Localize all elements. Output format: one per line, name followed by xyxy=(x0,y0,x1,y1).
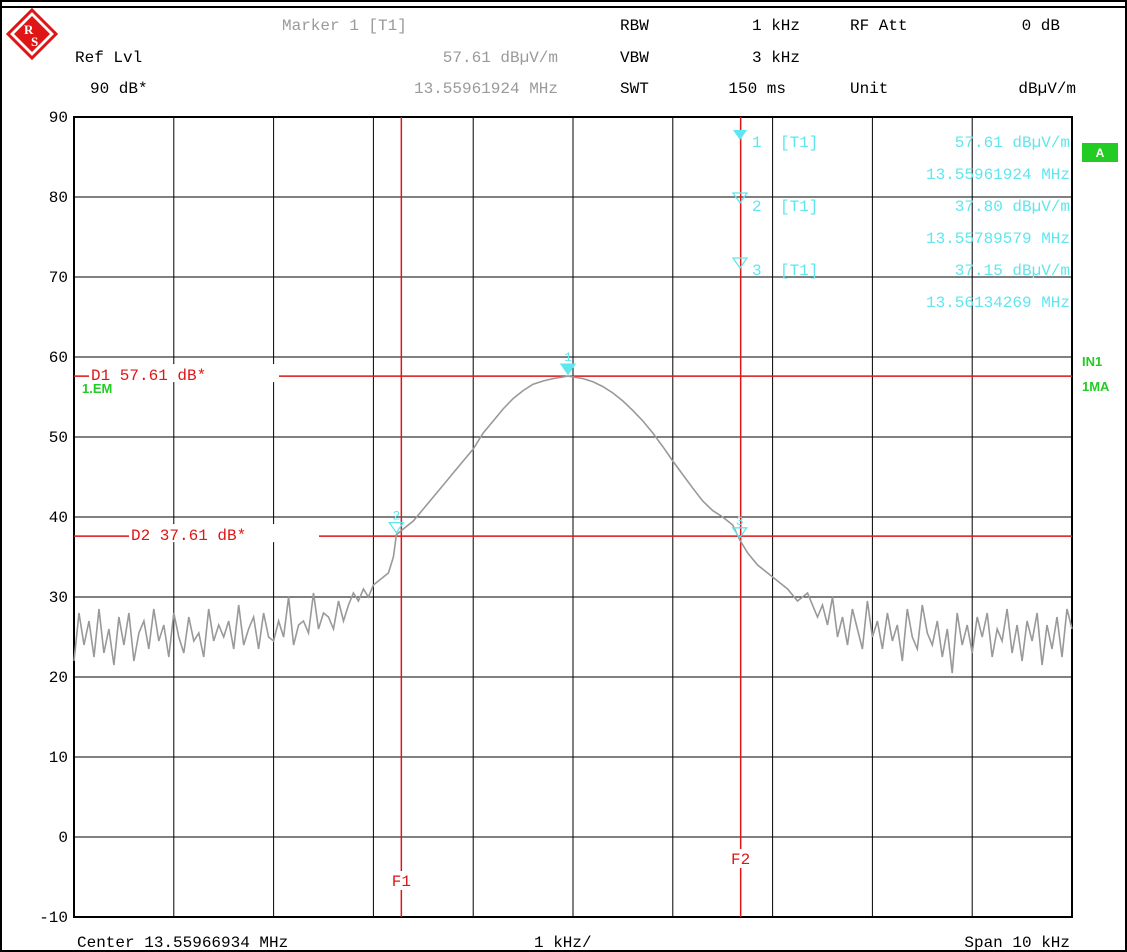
y-tick-label: 90 xyxy=(49,109,68,127)
plot-grid xyxy=(73,116,1073,918)
rbw-value: 1 kHz xyxy=(752,17,800,35)
marker-1-freq: 13.55961924 MHz xyxy=(926,166,1070,184)
marker-3-level: 37.15 dBµV/m xyxy=(955,262,1070,280)
freq-line-label-1: F1 xyxy=(392,873,411,891)
trace-mode-label: 1.EM xyxy=(82,381,112,396)
y-tick-label: 10 xyxy=(49,749,68,767)
trace-a-badge xyxy=(1082,143,1118,162)
marker-2-id: 2 xyxy=(752,198,762,216)
y-tick-label: 20 xyxy=(49,669,68,687)
y-tick-label: 60 xyxy=(49,349,68,367)
trace-marker-label-2: 2 xyxy=(392,509,400,524)
y-axis-ticks: 90 80 70 60 50 40 30 20 10 0 -10 xyxy=(39,109,68,927)
frequency-lines: F1 F2 xyxy=(387,117,755,917)
trace-marker-label-3: 3 xyxy=(736,514,744,529)
display-line-label-2: D2 37.61 dB* xyxy=(131,527,246,545)
marker-3-tag: [T1] xyxy=(780,262,818,280)
y-tick-label: 30 xyxy=(49,589,68,607)
marker-2-freq: 13.55789579 MHz xyxy=(926,230,1070,248)
rbw-label: RBW xyxy=(620,17,649,35)
display-lines: D1 57.61 dB* D2 37.61 dB* xyxy=(74,364,1072,545)
rf-att-value: 0 dB xyxy=(1022,17,1060,35)
y-tick-label: 80 xyxy=(49,189,68,207)
display-line-label-1: D1 57.61 dB* xyxy=(91,367,206,385)
y-tick-label: 40 xyxy=(49,509,68,527)
ref-level-value: 90 dB* xyxy=(90,80,148,98)
svg-text:S: S xyxy=(31,34,38,49)
display-line-label-bg xyxy=(89,364,279,383)
marker-3-triangle-icon xyxy=(731,257,749,270)
marker-1-tag: [T1] xyxy=(780,134,818,152)
trace-marker-label-1: 1 xyxy=(564,350,572,365)
marker-level: 57.61 dBµV/m xyxy=(443,49,558,67)
division-scale: 1 kHz/ xyxy=(534,934,592,952)
freq-line-label-bg xyxy=(387,871,416,890)
y-tick-label: 50 xyxy=(49,429,68,447)
trace-mode-1ma-label: 1MA xyxy=(1082,379,1110,394)
trace-a-label: A xyxy=(1096,146,1105,160)
marker-2-tag: [T1] xyxy=(780,198,818,216)
spectrum-trace xyxy=(73,375,1073,674)
marker-2-triangle-icon xyxy=(731,192,749,205)
trace-marker-3 xyxy=(731,527,748,539)
marker-1-level: 57.61 dBµV/m xyxy=(955,134,1070,152)
center-frequency: Center 13.55966934 MHz xyxy=(77,934,288,952)
svg-text:R: R xyxy=(24,22,34,37)
unit-value: dBµV/m xyxy=(1018,80,1076,98)
marker-frequency: 13.55961924 MHz xyxy=(414,80,558,98)
rs-logo-icon: R S xyxy=(5,7,59,61)
rf-att-label: RF Att xyxy=(850,17,908,35)
y-tick-label: -10 xyxy=(39,909,68,927)
vbw-value: 3 kHz xyxy=(752,49,800,67)
y-tick-label: 0 xyxy=(58,829,68,847)
unit-label: Unit xyxy=(850,80,888,98)
freq-line-label-2: F2 xyxy=(731,851,750,869)
y-tick-label: 70 xyxy=(49,269,68,287)
span-value: Span 10 kHz xyxy=(964,934,1070,952)
trace-markers: 1 2 3 xyxy=(388,350,748,539)
marker-2-level: 37.80 dBµV/m xyxy=(955,198,1070,216)
freq-line-label-bg xyxy=(726,849,755,868)
ref-level-label: Ref Lvl xyxy=(75,49,142,67)
vbw-label: VBW xyxy=(620,49,649,67)
marker-title: Marker 1 [T1] xyxy=(282,17,407,35)
marker-3-freq: 13.56134269 MHz xyxy=(926,294,1070,312)
input-1-label: IN1 xyxy=(1082,354,1102,369)
swt-label: SWT xyxy=(620,80,649,98)
marker-3-id: 3 xyxy=(752,262,762,280)
marker-1-id: 1 xyxy=(752,134,762,152)
trace-marker-1 xyxy=(559,363,577,376)
marker-1-filled-triangle-icon xyxy=(733,130,747,140)
display-line-label-bg xyxy=(129,524,319,543)
trace-marker-2 xyxy=(388,521,405,534)
swt-value: 150 ms xyxy=(728,80,786,98)
